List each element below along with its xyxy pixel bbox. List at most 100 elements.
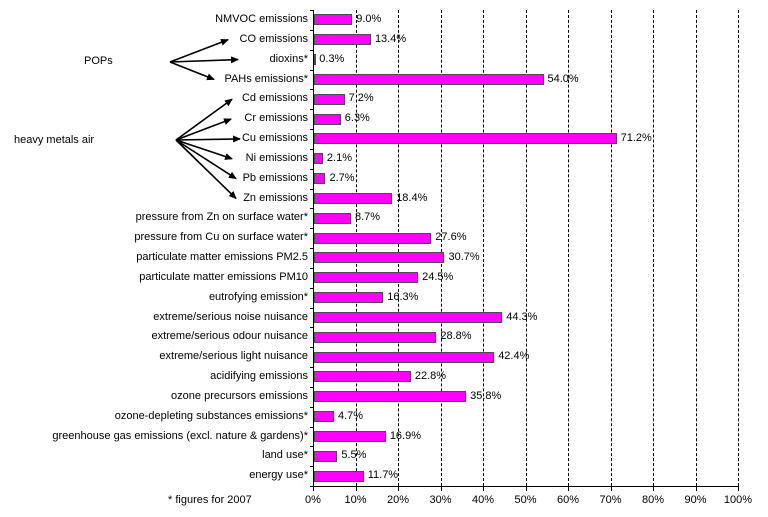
bar (314, 252, 445, 264)
x-tick-label: 0% (305, 494, 321, 506)
value-label: 9.0% (356, 13, 382, 25)
bar (314, 292, 384, 304)
x-tick-label: 90% (684, 494, 707, 506)
category-label: Zn emissions (243, 191, 308, 204)
x-tick-label: 30% (429, 494, 452, 506)
category-label: NMVOC emissions (215, 13, 308, 25)
value-label: 54.0% (547, 72, 579, 85)
bar (314, 232, 432, 244)
value-label: 2.1% (326, 151, 352, 164)
value-label: 16.3% (387, 290, 419, 303)
y-axis-tick (310, 228, 314, 229)
y-axis-tick (310, 50, 314, 51)
x-tick-label: 10% (344, 494, 367, 506)
y-axis-tick (310, 70, 314, 71)
category-label: extreme/serious odour nuisance (151, 330, 308, 343)
category-label: particulate matter emissions PM10 (139, 270, 308, 283)
value-label: 24.5% (422, 270, 454, 283)
value-label: 71.2% (620, 132, 652, 144)
value-label: 8.7% (354, 211, 381, 224)
category-label: greenhouse gas emissions (excl. nature &… (52, 429, 308, 442)
value-label: 18.4% (396, 191, 428, 204)
y-axis-tick (310, 466, 314, 467)
bar (314, 14, 353, 26)
y-axis-tick (310, 129, 314, 130)
y-axis-tick (310, 367, 314, 368)
category-label: CO emissions (239, 32, 308, 45)
category-label: Cd emissions (241, 92, 308, 105)
gridline-40 (483, 10, 484, 486)
bar (314, 34, 371, 46)
y-axis-tick (310, 427, 314, 428)
category-label: particulate matter emissions PM2.5 (136, 251, 308, 263)
y-axis-tick (310, 486, 314, 487)
x-tick-label: 50% (514, 494, 537, 506)
bar (314, 54, 316, 66)
gridline-90 (695, 10, 697, 486)
category-label: dioxins* (269, 52, 308, 65)
value-label: 22.8% (414, 370, 447, 382)
category-label: pressure from Zn on surface water* (135, 211, 308, 224)
bar (314, 113, 341, 125)
bar (314, 391, 467, 403)
category-label: acidifying emissions (210, 370, 308, 382)
bar (314, 173, 326, 185)
y-axis-tick (310, 387, 314, 388)
y-axis-tick (310, 208, 314, 209)
x-tick-label: 60% (556, 494, 580, 506)
y-axis-tick (310, 288, 314, 289)
category-label: pressure from Cu on surface water* (134, 231, 308, 244)
bar (314, 93, 345, 105)
y-axis-tick (310, 446, 314, 447)
bar (314, 450, 338, 462)
x-axis-tick (398, 487, 399, 491)
gridline-20 (398, 10, 399, 486)
x-axis-tick (313, 487, 314, 491)
category-label: ozone-depleting substances emissions* (114, 409, 308, 422)
bar (314, 430, 386, 442)
bar (314, 411, 334, 423)
gridline-80 (653, 10, 654, 486)
annotation-label-heavy-metals-air: heavy metals air (14, 134, 95, 146)
bar (314, 470, 364, 482)
annotation-label-pops: POPs (84, 55, 113, 67)
category-label: extreme/serious noise nuisance (153, 310, 308, 323)
chart-footnote: * figures for 2007 (168, 494, 252, 506)
category-label: PAHs emissions* (224, 72, 308, 85)
y-axis-tick (310, 407, 314, 408)
gridline-60 (568, 10, 569, 486)
x-axis-tick (355, 487, 357, 491)
value-label: 42.4% (498, 350, 530, 363)
category-label: energy use* (249, 469, 308, 482)
category-label: Pb emissions (242, 171, 308, 184)
value-label: 16.9% (389, 429, 422, 442)
bar (314, 351, 495, 363)
gridline-100 (738, 10, 739, 486)
bar (314, 192, 393, 204)
bar (314, 272, 419, 284)
category-label: land use* (262, 449, 308, 462)
x-axis-tick (440, 487, 442, 491)
bar (314, 331, 437, 343)
y-axis-tick (310, 189, 314, 190)
y-axis-tick (310, 248, 314, 249)
y-axis-tick (310, 89, 314, 90)
y-axis-tick (310, 308, 314, 309)
x-axis-tick (483, 487, 484, 491)
x-tick-label: 100% (723, 494, 753, 506)
bar (314, 371, 411, 383)
category-label: Cr emissions (244, 112, 308, 125)
y-axis-tick (310, 268, 314, 269)
value-label: 13.4% (374, 32, 407, 45)
y-axis-tick (310, 347, 314, 348)
x-axis-tick (525, 487, 527, 491)
value-label: 5.5% (341, 449, 367, 462)
value-label: 4.7% (337, 409, 364, 422)
x-axis-tick (610, 487, 612, 491)
bar (314, 133, 617, 145)
y-axis-tick (310, 109, 314, 110)
x-axis-tick (653, 487, 654, 491)
x-tick-label: 70% (599, 494, 622, 506)
gridline-70 (610, 10, 612, 486)
y-axis-tick (310, 149, 314, 150)
